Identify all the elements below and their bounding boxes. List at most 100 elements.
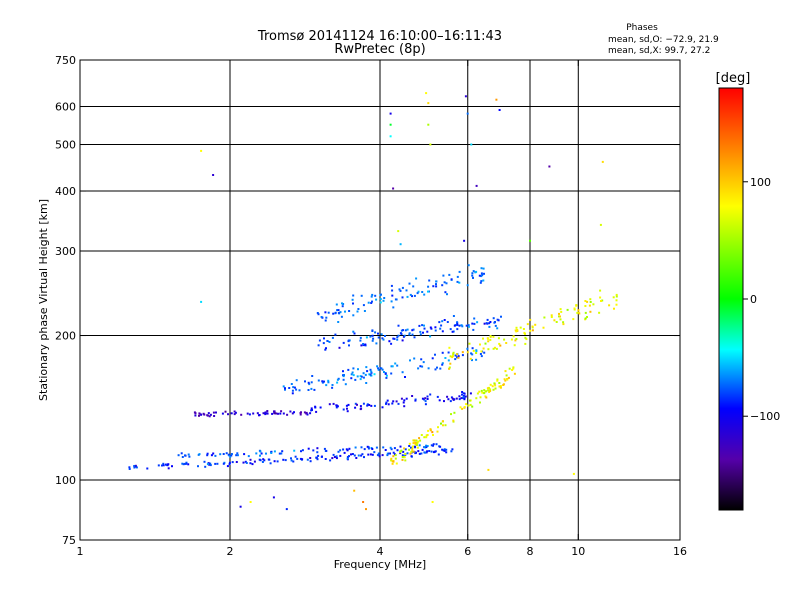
colorbar-tick-label: 100 [750,176,771,189]
trace-point [559,308,562,311]
trace-point [472,276,474,279]
trace-point [412,442,415,445]
trace-point [390,284,393,287]
trace-point [352,367,355,370]
trace-point [389,446,392,449]
y-tick-label: 200 [55,330,76,343]
trace-point [420,358,423,361]
trace-point [362,344,365,347]
trace-point [393,447,396,450]
trace-point [462,392,465,395]
trace-point [487,348,490,351]
trace-point [469,399,471,402]
trace-point [311,409,313,411]
trace-point [376,365,379,368]
trace-point [439,367,442,370]
scatter-point [466,112,469,115]
trace-point [458,398,461,401]
trace-point [471,359,473,362]
trace-point [350,377,353,380]
trace-point [336,378,339,381]
trace-point [584,317,587,320]
trace-point [401,458,404,461]
trace-point [348,447,351,450]
trace-point [484,342,487,345]
trace-point [443,448,446,451]
trace-point [468,342,471,345]
trace-point [467,264,470,267]
trace-point [367,447,370,450]
trace-point [423,398,426,401]
trace-point [303,411,306,414]
trace-point [402,401,405,404]
trace-point [171,465,173,468]
trace-point [323,380,325,383]
trace-point [431,431,434,434]
trace-point [471,274,474,277]
trace-point [212,411,215,414]
trace-point [471,353,474,356]
trace-point [377,368,380,371]
trace-point [395,298,398,301]
trace-point [421,397,424,400]
trace-point [456,280,459,283]
trace-point [299,413,302,416]
trace-point [353,332,356,335]
trace-point [589,310,592,313]
trace-point [315,456,318,459]
trace-point [259,459,262,462]
trace-point [242,461,245,464]
trace-point [351,298,354,301]
trace-point [479,281,482,284]
trace-point [415,439,418,442]
trace-point [452,419,455,422]
trace-point [308,383,311,386]
trace-point [385,374,388,377]
trace-point [384,372,387,375]
trace-point [341,305,344,308]
trace-point [339,454,342,457]
trace-point [408,282,411,285]
trace-point [413,294,416,297]
trace-point [356,310,359,313]
trace-point [335,457,338,460]
trace-point [337,450,340,453]
trace-point [481,274,484,276]
trace-point [432,285,435,288]
trace-point [210,454,213,457]
trace-point [453,324,456,327]
trace-point [380,293,382,296]
x-axis-label: Frequency [MHz] [334,558,426,571]
trace-point [177,454,180,457]
trace-point [198,412,201,415]
trace-point [356,375,359,378]
trace-point [382,446,385,449]
trace-point [489,390,492,392]
trace-point [309,412,312,415]
trace-point [364,373,367,376]
trace-point [506,378,509,381]
trace-point [188,455,191,458]
trace-point [458,395,461,398]
trace-point [228,463,231,466]
trace-point [431,357,434,360]
trace-point [325,316,328,319]
trace-point [522,328,525,330]
trace-point [487,389,490,392]
trace-point [589,301,592,303]
trace-point [368,373,371,376]
trace-point [437,426,439,429]
trace-point [443,449,446,452]
trace-point [418,324,421,327]
trace-point [307,381,310,384]
trace-point [282,458,285,461]
trace-point [356,403,358,406]
trace-point [367,453,370,456]
trace-point [434,368,437,371]
trace-point [394,454,397,457]
chart-title: Tromsø 20141124 16:10:00–16:11:43 [257,29,502,44]
trace-point [505,374,508,377]
trace-point [325,384,328,387]
trace-point [344,310,346,313]
trace-point [162,464,165,467]
